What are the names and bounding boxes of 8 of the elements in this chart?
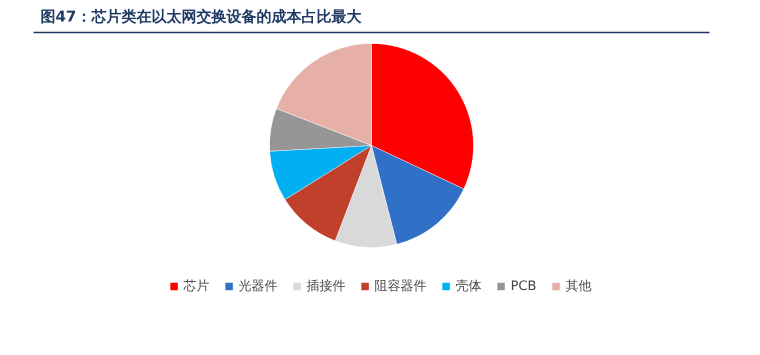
legend-label: PCB [510,278,536,294]
legend-label: 芯片 [184,278,210,295]
legend-label: 其他 [565,278,592,295]
legend-label: 阻容器件 [374,278,427,295]
legend-label: 光器件 [238,278,278,295]
chart-title: 图47：芯片类在以太网交换设备的成本占比最大 [40,8,362,26]
legend-label: 插接件 [306,278,346,295]
legend-label: 壳体 [456,278,482,295]
